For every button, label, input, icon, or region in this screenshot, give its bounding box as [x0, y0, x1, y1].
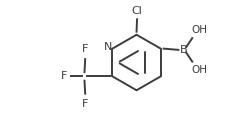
Text: OH: OH — [192, 25, 208, 35]
Text: F: F — [61, 71, 67, 81]
Text: F: F — [82, 44, 88, 54]
Text: OH: OH — [192, 65, 208, 75]
Text: Cl: Cl — [132, 6, 142, 16]
Text: N: N — [104, 42, 112, 52]
Text: B: B — [180, 45, 188, 55]
Text: F: F — [82, 99, 88, 109]
